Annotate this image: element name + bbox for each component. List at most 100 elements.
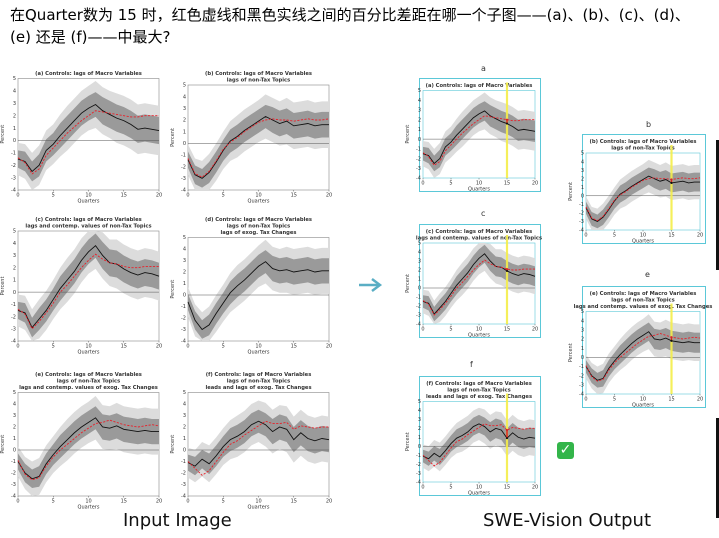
x-tick-label: 20 [532, 327, 538, 333]
y-tick-label: 2 [418, 268, 421, 274]
y-tick-label: 4 [13, 241, 16, 247]
chart-svg-a: (a) Controls: lags of Macro Variables 0 5 1… [405, 82, 538, 193]
y-tick-label: 0 [13, 290, 16, 296]
x-tick-label: 20 [326, 344, 332, 350]
y-tick-label: -2 [181, 164, 186, 170]
x-tick-label: 5 [449, 327, 452, 333]
y-axis-label: Percent [0, 277, 6, 296]
y-tick-label: 3 [418, 417, 421, 423]
y-tick-label: -2 [416, 304, 421, 310]
series-red-dashed [422, 423, 535, 467]
y-tick-label: 0 [13, 138, 16, 144]
y-tick-label: 5 [183, 235, 186, 241]
series-red-dashed [187, 118, 330, 178]
y-tick-label: 3 [418, 108, 421, 114]
x-axis-label: Quarters [78, 199, 100, 205]
chart-title: (b) Controls: lags of Macro Variables [589, 139, 696, 145]
y-tick-label: 4 [183, 94, 186, 100]
confidence-band-inner [18, 92, 159, 182]
x-tick-label: 15 [668, 397, 674, 403]
y-axis-label: Percent [0, 435, 6, 454]
x-axis-label: Quarters [78, 505, 100, 511]
chart-svg-d: (d) Controls: lags of Macro Variableslag… [170, 217, 332, 356]
y-tick-label: 0 [581, 193, 584, 199]
y-tick-label: -3 [579, 383, 584, 389]
confidence-band-inner [18, 406, 159, 488]
output-chart-c: (c) Controls: lags of Macro Variables lag… [405, 222, 542, 339]
y-tick-label: -1 [416, 453, 421, 459]
x-tick-label: 0 [16, 499, 19, 505]
y-tick-label: 5 [418, 399, 421, 405]
chart-title: lags of non-Tax Topics [227, 78, 290, 84]
x-axis-label: Quarters [78, 350, 100, 356]
y-tick-label: 0 [183, 141, 186, 147]
chart-title: lags and contemp. values of exog. Tax Ch… [19, 385, 158, 391]
y-tick-label: -1 [181, 304, 186, 310]
x-tick-label: 10 [640, 397, 646, 403]
y-tick-label: 4 [418, 408, 421, 414]
chart-title: lags and contemp. values of non-Tax Topi… [25, 224, 151, 230]
x-tick-label: 5 [222, 499, 225, 505]
y-tick-label: 2 [183, 425, 186, 431]
chart-title: (f) Controls: lags of Macro Variables [426, 381, 532, 387]
chart-title: (e) Controls: lags of Macro Variables [35, 372, 142, 378]
series-black-solid [187, 261, 329, 331]
x-tick-label: 15 [121, 193, 127, 199]
x-tick-label: 15 [504, 327, 510, 333]
y-axis-label: Percent [0, 125, 6, 144]
y-tick-label: -1 [181, 153, 186, 159]
y-tick-label: 1 [183, 129, 186, 135]
y-tick-label: 5 [581, 151, 584, 157]
y-tick-label: -3 [181, 327, 186, 333]
y-tick-label: -4 [579, 392, 584, 398]
y-tick-label: -3 [181, 176, 186, 182]
series-red-dashed [585, 333, 701, 382]
x-tick-label: 5 [52, 193, 55, 199]
point-red-q15 [505, 118, 509, 121]
output-frame-e [582, 286, 706, 408]
y-tick-label: -1 [416, 147, 421, 153]
chart-svg-e: (e) Controls: lags of Macro Variables lag… [0, 372, 162, 511]
chart-title: leads and lags of exog. Tax Changes [426, 394, 532, 400]
x-tick-label: 5 [222, 344, 225, 350]
chart-title: lags of non-Tax Topics [227, 224, 290, 230]
point-black-q15 [505, 437, 509, 440]
input-chart-c: (c) Controls: lags of Macro Variables lag… [0, 210, 165, 356]
y-tick-label: -4 [11, 188, 16, 194]
y-tick-label: 1 [581, 346, 584, 352]
y-tick-label: -2 [416, 156, 421, 162]
point-red-q15 [670, 336, 673, 339]
question-text: 在Quarter数为 15 时，红色虚线和黑色实线之间的百分比差距在哪一个子图—… [10, 6, 690, 46]
series-red-dashed [187, 420, 329, 476]
y-tick-label: 1 [418, 277, 421, 283]
x-tick-label: 20 [156, 193, 162, 199]
x-axis-label: Quarters [248, 199, 270, 205]
series-black-solid [17, 245, 160, 329]
x-tick-label: 15 [668, 233, 674, 239]
output-letter-a: a [481, 64, 486, 73]
input-chart-d: (d) Controls: lags of Macro Variables lag… [170, 210, 335, 356]
x-tick-label: 0 [421, 181, 424, 187]
x-tick-label: 10 [476, 181, 482, 187]
series-black-solid [17, 103, 160, 173]
y-tick-label: 4 [183, 247, 186, 253]
x-tick-label: 5 [52, 499, 55, 505]
y-tick-label: 0 [183, 293, 186, 299]
y-axis-label: Percent [568, 343, 574, 362]
y-tick-label: 4 [418, 98, 421, 104]
x-tick-label: 20 [532, 181, 538, 187]
y-tick-label: 4 [13, 89, 16, 95]
y-tick-label: 3 [183, 106, 186, 112]
y-tick-label: -1 [11, 151, 16, 157]
input-chart-b: (b) Controls: lags of Macro Variables lag… [170, 64, 335, 205]
chart-title: (b) Controls: lags of Macro Variables [205, 71, 312, 77]
output-chart-b: (b) Controls: lags of Macro Variables lag… [568, 132, 706, 245]
y-tick-label: 4 [418, 250, 421, 256]
x-axis-label: Quarters [632, 239, 654, 245]
y-tick-label: -3 [181, 482, 186, 488]
point-black-q15 [670, 181, 673, 185]
x-tick-label: 5 [449, 485, 452, 491]
x-tick-label: 5 [222, 193, 225, 199]
x-tick-label: 0 [186, 499, 189, 505]
series-red-dashed [17, 110, 159, 175]
